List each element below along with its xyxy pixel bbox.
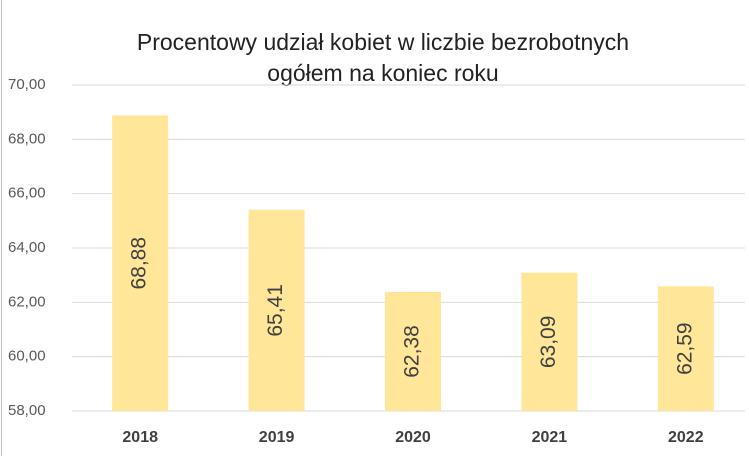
y-tick-label: 58,00: [8, 402, 46, 419]
chart-title: ogółem na koniec roku: [267, 60, 498, 86]
chart-title: Procentowy udział kobiet w liczbie bezro…: [137, 29, 629, 55]
x-tick-label: 2021: [532, 429, 568, 446]
y-tick-label: 66,00: [8, 185, 46, 202]
bar: [521, 272, 578, 411]
bar: [657, 286, 714, 411]
x-tick-label: 2022: [668, 429, 704, 446]
data-label: 62,38: [401, 325, 424, 378]
data-label: 65,41: [264, 284, 287, 337]
data-label: 68,88: [128, 237, 151, 290]
x-tick-label: 2020: [395, 429, 431, 446]
bar: [112, 115, 169, 411]
x-tick-label: 2018: [122, 429, 158, 446]
x-tick-label: 2019: [259, 429, 295, 446]
bar: [248, 209, 305, 411]
y-tick-label: 64,00: [8, 239, 46, 256]
y-tick-label: 68,00: [8, 130, 46, 147]
y-tick-label: 70,00: [8, 76, 46, 93]
bar: [385, 292, 441, 411]
data-label: 62,59: [673, 322, 696, 375]
data-label: 63,09: [537, 316, 560, 369]
y-tick-label: 62,00: [8, 293, 46, 310]
y-tick-label: 60,00: [8, 348, 46, 365]
